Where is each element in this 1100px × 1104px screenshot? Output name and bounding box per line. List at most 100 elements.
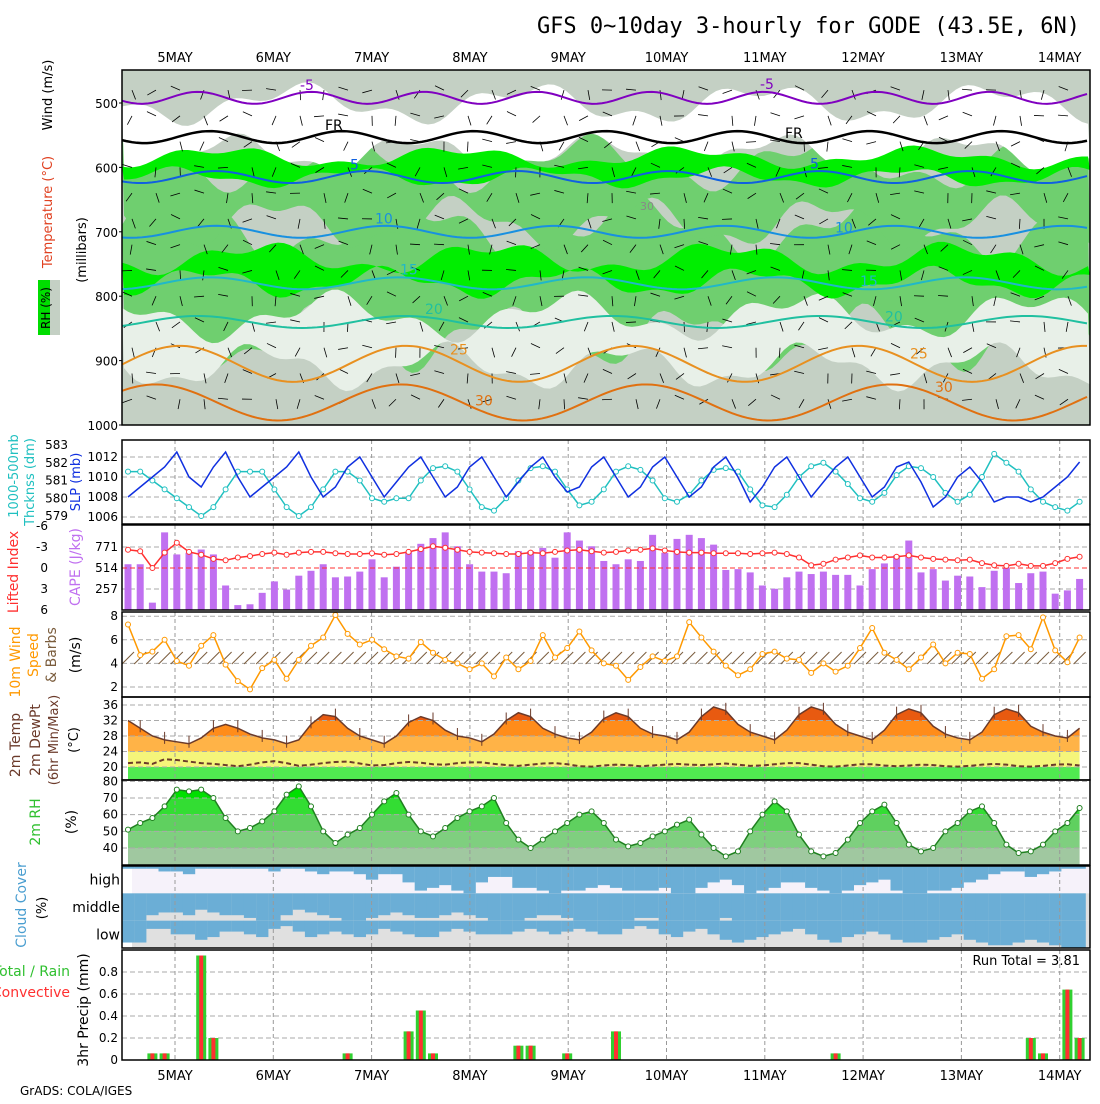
rh-line-point xyxy=(162,804,167,809)
rh-line-point xyxy=(1016,851,1021,856)
wind-barb xyxy=(467,142,468,152)
cloud-bar-middle xyxy=(293,893,305,909)
li-line-point xyxy=(467,549,472,554)
thickness-line-point xyxy=(418,478,423,483)
thickness-tick: 580 xyxy=(45,491,68,505)
wind-barb xyxy=(1013,652,1025,664)
cloud-bar-high xyxy=(781,866,793,882)
tick-label: 36 xyxy=(103,698,118,712)
cape-bar xyxy=(320,564,327,610)
rh-line-point xyxy=(1053,829,1058,834)
cloud-bar-middle xyxy=(415,893,427,918)
rh-line-point xyxy=(626,844,631,849)
chart-title: GFS 0~10day 3-hourly for GODE (43.5E, 6N… xyxy=(537,14,1080,39)
rain-label: Total / Rain xyxy=(0,964,70,980)
rh-line-point xyxy=(992,821,997,826)
wind-speed-line-point xyxy=(345,631,350,636)
cloud-bar-middle xyxy=(232,893,244,915)
thickness-line-point xyxy=(723,466,728,471)
cloud-bar-low xyxy=(683,921,695,932)
wind-speed-line-point xyxy=(394,654,399,659)
wind-speed-line-point xyxy=(504,655,509,660)
wind-barb xyxy=(281,652,293,664)
cloud-bar-high xyxy=(708,866,720,882)
cloud-bar-middle xyxy=(488,893,500,920)
wind-speed-line-point xyxy=(235,679,240,684)
wind-speed-line-point xyxy=(455,661,460,666)
cloud-bar-high xyxy=(1037,866,1049,874)
li-line-point xyxy=(260,552,265,557)
cloud-bar-middle xyxy=(805,893,817,920)
isotherm-label: 25 xyxy=(450,343,468,359)
cape-bar xyxy=(137,564,144,610)
cloud-bar-middle xyxy=(500,893,512,920)
wind-barb xyxy=(244,652,256,664)
rh-line-point xyxy=(589,809,594,814)
cloud-bar-low xyxy=(390,921,402,932)
tick-label: 70 xyxy=(103,791,118,805)
day-label: 11MAY xyxy=(743,1069,787,1084)
day-label: 10MAY xyxy=(645,1069,689,1084)
units-label: (°C) xyxy=(67,727,82,753)
cloud-bar-low xyxy=(769,921,781,935)
rh-line-point xyxy=(504,821,509,826)
day-label: 5MAY xyxy=(157,1069,192,1084)
cloud-bar-low xyxy=(732,921,744,943)
li-line-point xyxy=(1077,554,1082,559)
wind-speed-line-point xyxy=(528,659,533,664)
li-line-point xyxy=(675,549,680,554)
wind-barb xyxy=(342,652,354,664)
li-line-point xyxy=(723,551,728,556)
day-label: 11MAY xyxy=(743,51,787,66)
cloud-bar-low xyxy=(903,921,915,943)
cape-bar xyxy=(1040,572,1047,610)
day-label: 13MAY xyxy=(940,1069,984,1084)
rh-line-point xyxy=(675,822,680,827)
cape-bar xyxy=(759,585,766,610)
wind-speed-line-point xyxy=(553,655,558,660)
tick-label: 6 xyxy=(110,633,118,647)
wind-speed-line-point xyxy=(760,651,765,656)
cloud-layer-label: middle xyxy=(72,900,120,916)
li-line-point xyxy=(443,545,448,550)
cloud-bar-middle xyxy=(427,893,439,918)
cape-bar xyxy=(735,569,742,610)
thickness-line-point xyxy=(248,469,253,474)
rh-line-point xyxy=(967,809,972,814)
cloud-bar-low xyxy=(1013,921,1025,943)
li-line-point xyxy=(272,550,277,555)
convective-bar xyxy=(1029,1038,1033,1060)
thickness-line-point xyxy=(809,464,814,469)
wind-barb xyxy=(1025,652,1037,664)
cloud-bar-middle xyxy=(854,893,866,920)
rh-line-point xyxy=(577,812,582,817)
li-line-point xyxy=(638,547,643,552)
thickness-line-point xyxy=(772,505,777,510)
convective-bar xyxy=(346,1053,350,1060)
li-line-point xyxy=(736,551,741,556)
cloud-bar-middle xyxy=(378,893,390,915)
cloud-bar-high xyxy=(378,866,390,874)
wind-speed-line-point xyxy=(967,651,972,656)
cloud-bar-low xyxy=(134,921,146,943)
li-tick: 0 xyxy=(40,561,48,575)
rh-line-point xyxy=(455,816,460,821)
isotherm-label: 10 xyxy=(835,220,853,236)
convective-bar xyxy=(407,1031,411,1060)
rh-line-point xyxy=(870,809,875,814)
cloud-bar-middle xyxy=(451,893,463,912)
day-label: 12MAY xyxy=(841,1069,885,1084)
cloud-layer-label: low xyxy=(96,927,120,943)
cape-bar xyxy=(186,553,193,610)
cloud-bar-high xyxy=(439,866,451,885)
wind-barb xyxy=(537,652,549,664)
li-line-point xyxy=(797,555,802,560)
day-label: 7MAY xyxy=(354,1069,389,1084)
li-line-point xyxy=(1053,561,1058,566)
li-line-point xyxy=(699,550,704,555)
cloud-bar-low xyxy=(573,921,585,929)
cloud-bar-high xyxy=(537,866,549,891)
cloud-bar-middle xyxy=(610,893,622,920)
